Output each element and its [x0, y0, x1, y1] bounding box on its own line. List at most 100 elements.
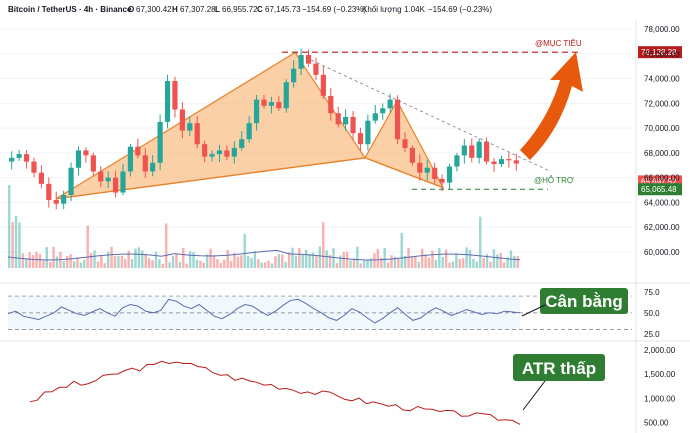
- volume-bar: [219, 262, 223, 268]
- atr-panel: 2,000.00 1,500.00 1,000.00 500.00: [29, 346, 676, 428]
- volume-bar: [455, 253, 458, 268]
- volume-bar: [110, 246, 113, 268]
- pattern-bd: [364, 157, 444, 189]
- candle-body: [239, 139, 245, 148]
- header-volume-value: 1.04K: [404, 5, 426, 14]
- volume-bar: [479, 216, 482, 268]
- candle-body: [202, 144, 208, 157]
- candle-body: [469, 145, 475, 158]
- volume-bar: [434, 259, 438, 268]
- volume-bar: [195, 259, 199, 268]
- candle-body: [432, 167, 438, 179]
- volume-bar: [178, 261, 182, 268]
- volume-bar: [62, 260, 66, 268]
- rsi-tick-label: 50.0: [644, 309, 660, 318]
- candle-body: [253, 99, 260, 124]
- volume-bar: [294, 255, 298, 268]
- price-axis: 78,000.00 76,000.00 74,000.00 72,000.00 70,0…: [635, 20, 680, 433]
- volume-bar: [403, 255, 407, 268]
- volume-bar: [431, 250, 434, 268]
- volume-bar: [165, 223, 168, 268]
- volume-bar: [492, 249, 496, 268]
- volume-bar: [393, 256, 397, 268]
- rsi-line: [7, 298, 521, 324]
- volume-bar: [18, 222, 21, 268]
- volume-bar: [421, 248, 424, 268]
- volume-bar: [124, 259, 127, 268]
- candle-body: [461, 145, 467, 156]
- volume-bar: [444, 249, 448, 268]
- candle-body: [127, 146, 134, 172]
- candle-body: [105, 177, 111, 182]
- volume-bar: [229, 261, 233, 268]
- volume-bar: [322, 222, 325, 268]
- volume-bar: [137, 247, 141, 268]
- candle-body: [75, 150, 82, 168]
- volume-bar: [448, 262, 451, 268]
- price-tick-label: 60,000.00: [644, 248, 680, 257]
- badge-atr-thap-pointer: [522, 380, 546, 411]
- atr-tick-label: 1,500.00: [644, 370, 676, 379]
- volume-bar: [25, 258, 28, 268]
- volume-bar: [277, 254, 281, 268]
- candle-body: [476, 141, 482, 158]
- volume-bar: [513, 255, 516, 268]
- candle-body: [83, 150, 89, 156]
- candle-body: [357, 133, 364, 145]
- volume-bar: [48, 261, 52, 268]
- volume-bar: [489, 261, 492, 268]
- volume-bar: [325, 250, 328, 268]
- volume-bar: [147, 258, 151, 268]
- candle-body: [446, 166, 453, 183]
- volume-bar: [318, 246, 322, 268]
- volume-bar: [11, 221, 14, 268]
- volume-bar: [335, 263, 339, 268]
- volume-bar: [274, 256, 277, 268]
- volume-bar: [298, 248, 301, 268]
- volume-bar: [468, 249, 472, 268]
- volume-bar: [417, 261, 421, 268]
- volume-bar: [332, 248, 335, 268]
- badge-atr-thap: ATR thấp: [513, 354, 605, 381]
- candle-body: [16, 154, 22, 158]
- volume-bar: [485, 253, 489, 268]
- candle-body: [46, 183, 52, 200]
- target-price-text: 76,128.28: [641, 48, 677, 57]
- volume-bar: [339, 255, 342, 268]
- candle-body: [231, 147, 237, 157]
- volume-bar: [369, 258, 373, 268]
- header-c-value: 67,145.73: [265, 5, 301, 14]
- candle-body: [454, 155, 460, 167]
- volume-bar: [240, 255, 243, 268]
- candle-body: [298, 55, 304, 69]
- volume-bar: [72, 261, 76, 268]
- candle-body: [513, 160, 519, 164]
- volume-bar: [499, 253, 502, 268]
- volume-bar: [161, 263, 165, 268]
- volume-bar: [52, 246, 55, 268]
- candle-body: [172, 81, 178, 110]
- volume-bar: [69, 254, 72, 268]
- volume-bar: [257, 259, 260, 268]
- price-tick-label: 66,000.00: [644, 174, 680, 183]
- volume-bar: [79, 262, 83, 268]
- volume-bar: [424, 254, 427, 268]
- header-o-label: O: [128, 5, 134, 14]
- volume-bar: [441, 257, 444, 268]
- candle-body: [283, 82, 289, 109]
- header-symbol: Bitcoin / TetherUS · 4h · Binance: [8, 5, 132, 14]
- volume-bar: [270, 263, 274, 268]
- header-l-label: L: [215, 5, 220, 14]
- volume-bar: [120, 255, 124, 268]
- volume-bar: [400, 232, 403, 268]
- candle-body: [402, 139, 408, 148]
- volume-bar: [100, 255, 103, 268]
- volume-bar: [362, 260, 366, 268]
- volume-bar: [226, 249, 229, 268]
- volume-bar: [311, 252, 315, 268]
- candle-body: [291, 68, 297, 83]
- volume-bar: [475, 261, 479, 268]
- volume-bar: [308, 254, 311, 268]
- support-label: @HỖ TRỢ: [534, 176, 574, 185]
- volume-bar: [260, 262, 263, 268]
